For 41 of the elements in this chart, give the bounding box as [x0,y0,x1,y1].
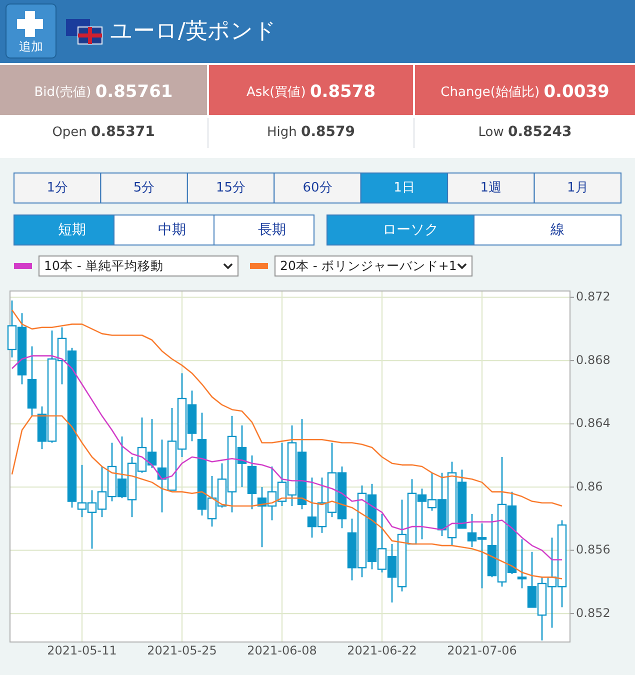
x-tick-label: 2021-06-08 [247,643,317,658]
text: 中期 [158,222,186,238]
text: 追加 [19,39,43,54]
x-tick-label: 2021-05-25 [147,643,217,658]
text: 1日 [394,180,415,196]
text: 0.8579 [300,124,356,140]
legend-label: 20本 - ボリンジャーバンド+1 [280,258,457,273]
x-tick-label: 2021-05-11 [47,643,117,658]
text: 短期 [58,222,86,238]
text: 0.8578 [310,82,376,102]
y-tick-label: 0.872 [576,290,610,304]
text: Ask(買値) [246,84,310,100]
text: Open [52,124,92,140]
y-tick-label: 0.856 [576,542,610,557]
y-tick-label: 0.86 [576,479,603,494]
text: 5分 [133,180,155,196]
line-series [11,309,563,507]
chart-title: ユーロ/英ポンド [110,19,276,44]
text: Low [478,124,508,140]
text: 0.0039 [544,82,610,102]
text: 1月 [567,180,588,196]
text: 0.85761 [95,82,173,102]
text: 60分 [302,180,332,196]
y-tick-label: 0.864 [576,416,610,430]
text: Bid(売値) [34,84,96,100]
text: 1分 [46,180,68,196]
text: 1週 [480,180,502,196]
x-tick-label: 2021-07-06 [447,643,517,658]
text: High [266,124,301,140]
text: 長期 [258,222,286,238]
y-tick-label: 0.868 [576,352,610,367]
text: 線 [550,222,564,238]
text: 15分 [216,180,246,196]
y-tick-label: 0.852 [576,606,610,620]
text: Change(始値比) [440,84,544,100]
candlestick [517,538,527,589]
x-tick-label: 2021-06-22 [347,643,417,658]
text: ローソク [382,222,438,238]
legend-label: 10本 - 単純平均移動 [44,258,164,273]
text: 0.85243 [508,124,572,140]
text: 0.85371 [91,124,155,140]
